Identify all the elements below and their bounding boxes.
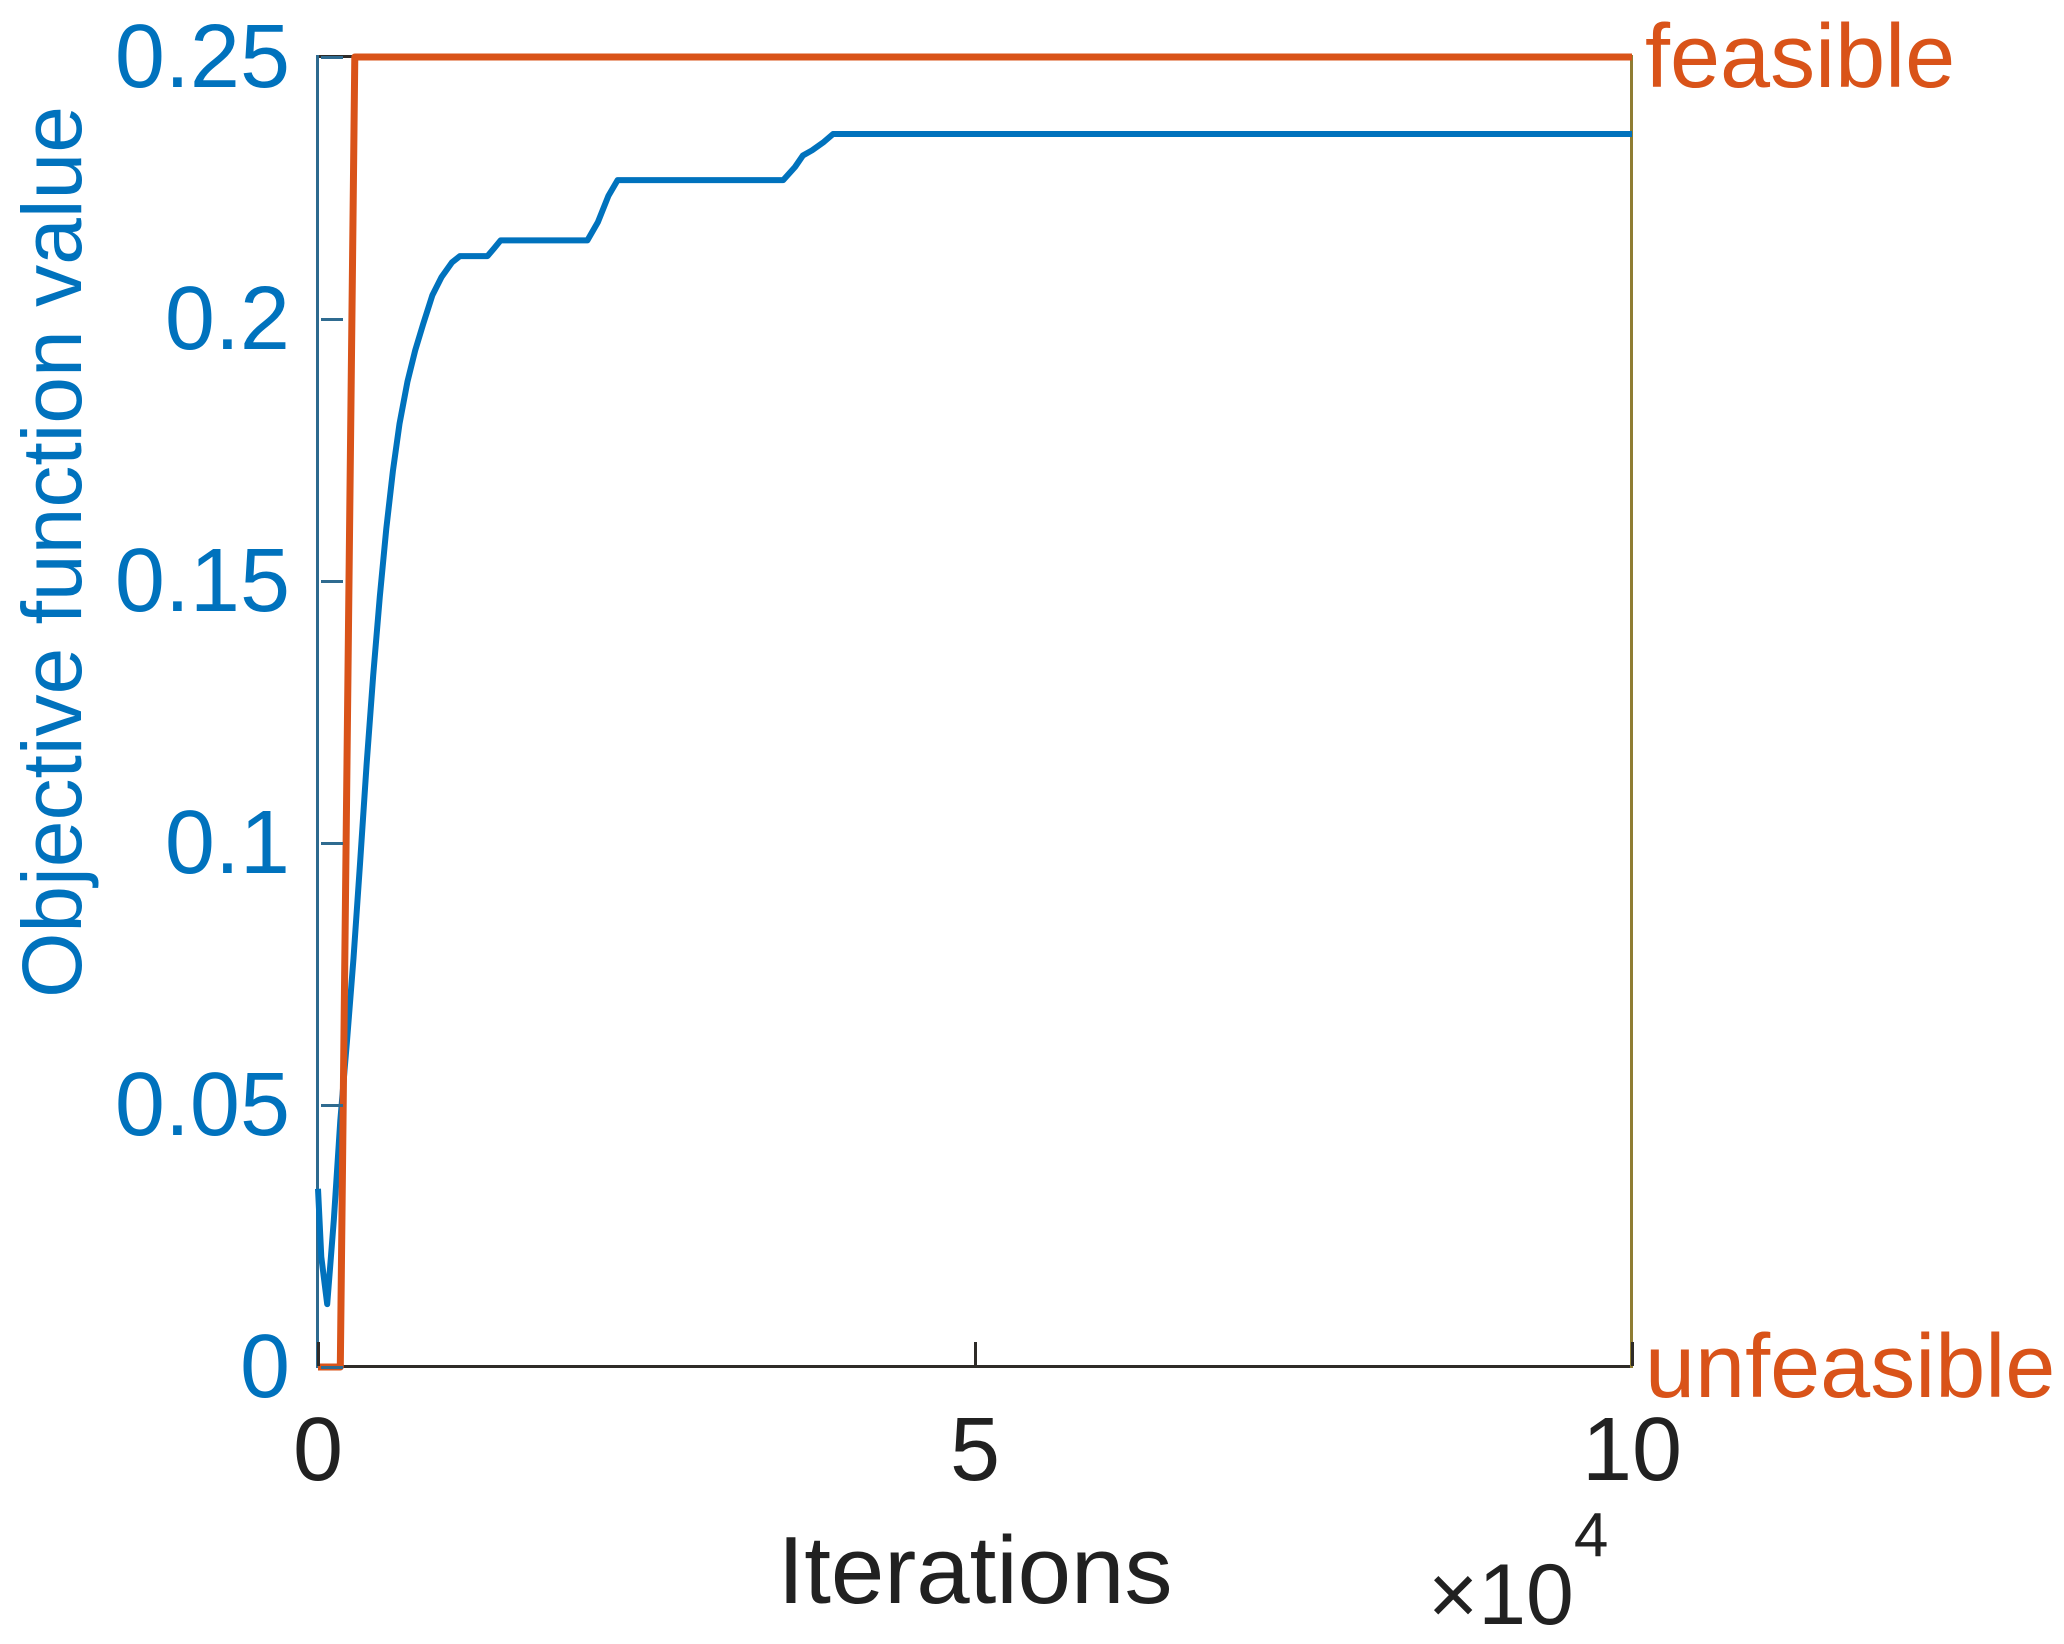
y-tick-label-0.2: 0.2 bbox=[164, 269, 290, 369]
x-tick-label-10: 10 bbox=[1581, 1400, 1683, 1500]
x-tick-label-5: 5 bbox=[949, 1400, 1001, 1500]
x-tick-mark-0 bbox=[316, 1342, 320, 1366]
x-axis-label: Iterations bbox=[777, 1517, 1173, 1624]
y-tick-label-0.1: 0.1 bbox=[164, 793, 290, 893]
exponent-power: 4 bbox=[1573, 1501, 1609, 1571]
exponent-multiplier: ×10 bbox=[1428, 1547, 1574, 1643]
x-tick-label-0: 0 bbox=[292, 1400, 344, 1500]
y-tick-label-0.15: 0.15 bbox=[114, 531, 290, 631]
y-tick-label-0: 0 bbox=[239, 1317, 290, 1417]
x-axis-exponent-label: ×104 bbox=[1428, 1505, 1608, 1638]
y-tick-label-0.05: 0.05 bbox=[114, 1055, 290, 1155]
x-tick-mark-5 bbox=[973, 1342, 977, 1366]
objective-function-value-line bbox=[315, 131, 1632, 1308]
y-tick-mark-0.05 bbox=[321, 1103, 343, 1107]
y-tick-mark-0.1 bbox=[321, 841, 343, 845]
y-tick-mark-0 bbox=[321, 1365, 343, 1369]
y-tick-label-0.25: 0.25 bbox=[114, 7, 290, 107]
y-tick-mark-0.25 bbox=[321, 55, 343, 59]
plot-left-spine bbox=[316, 55, 319, 1368]
feasibility-step-line bbox=[318, 53, 1632, 1371]
right-axis-label-feasible: feasible bbox=[1645, 7, 1956, 107]
plot-bottom-spine bbox=[316, 1365, 1633, 1368]
y-tick-mark-0.2 bbox=[321, 317, 343, 321]
plot-right-spine bbox=[1630, 55, 1633, 1368]
right-axis-label-unfeasible: unfeasible bbox=[1645, 1317, 2056, 1417]
x-tick-mark-10 bbox=[1630, 1342, 1634, 1366]
y-tick-mark-0.15 bbox=[321, 579, 343, 583]
